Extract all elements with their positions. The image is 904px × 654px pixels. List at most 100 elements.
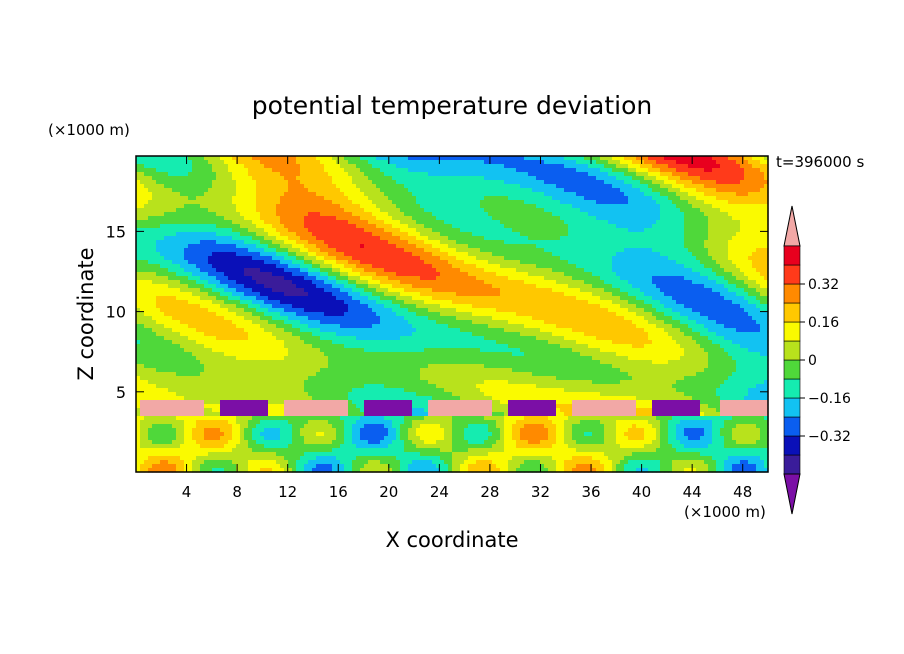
heatmap-cell (284, 260, 289, 265)
heatmap-cell (644, 192, 649, 197)
heatmap-cell (496, 280, 501, 285)
heatmap-cell (572, 164, 577, 169)
heatmap-cell (760, 220, 765, 225)
heatmap-cell (140, 264, 145, 269)
heatmap-cell (300, 216, 305, 221)
heatmap-cell (660, 248, 665, 253)
heatmap-cell (752, 240, 757, 245)
heatmap-cell (604, 188, 609, 193)
heatmap-cell (288, 192, 293, 197)
heatmap-cell (372, 196, 377, 201)
heatmap-cell (172, 272, 177, 277)
heatmap-cell (280, 188, 285, 193)
heatmap-cell (428, 176, 433, 181)
heatmap-cell (492, 164, 497, 169)
heatmap-cell (376, 176, 381, 181)
heatmap-cell (680, 220, 685, 225)
heatmap-cell (212, 200, 217, 205)
heatmap-cell (412, 228, 417, 233)
heatmap-cell (480, 280, 485, 285)
heatmap-cell (432, 272, 437, 277)
heatmap-cell (536, 204, 541, 209)
heatmap-cell (176, 228, 181, 233)
heatmap-cell (452, 200, 457, 205)
heatmap-cell (608, 260, 613, 265)
heatmap-cell (352, 212, 357, 217)
heatmap-cell (600, 224, 605, 229)
heatmap-cell (644, 180, 649, 185)
heatmap-cell (164, 228, 169, 233)
heatmap-cell (412, 248, 417, 253)
heatmap-cell (536, 232, 541, 237)
heatmap-cell (380, 228, 385, 233)
heatmap-cell (580, 180, 585, 185)
heatmap-cell (184, 232, 189, 237)
heatmap-cell (512, 224, 517, 229)
heatmap-cell (240, 280, 245, 285)
heatmap-cell (224, 212, 229, 217)
heatmap-cell (412, 168, 417, 173)
heatmap-cell (228, 172, 233, 177)
heatmap-cell (212, 216, 217, 221)
heatmap-cell (152, 236, 157, 241)
heatmap-cell (136, 156, 141, 161)
heatmap-cell (332, 192, 337, 197)
heatmap-cell (424, 184, 429, 189)
heatmap-cell (572, 160, 577, 165)
heatmap-cell (416, 188, 421, 193)
heatmap-cell (152, 204, 157, 209)
heatmap-cell (244, 184, 249, 189)
heatmap-cell (724, 180, 729, 185)
heatmap-cell (708, 216, 713, 221)
heatmap-cell (476, 228, 481, 233)
heatmap-cell (472, 188, 477, 193)
heatmap-cell (716, 176, 721, 181)
heatmap-cell (384, 156, 389, 161)
heatmap-cell (752, 260, 757, 265)
heatmap-cell (756, 208, 761, 213)
heatmap-cell (592, 216, 597, 221)
heatmap-cell (744, 232, 749, 237)
heatmap-cell (460, 192, 465, 197)
heatmap-cell (568, 208, 573, 213)
heatmap-cell (520, 156, 525, 161)
heatmap-cell (464, 232, 469, 237)
heatmap-cell (352, 172, 357, 177)
heatmap-cell (444, 264, 449, 269)
heatmap-cell (648, 244, 653, 249)
heatmap-cell (468, 168, 473, 173)
heatmap-cell (456, 172, 461, 177)
heatmap-cell (764, 164, 769, 169)
heatmap-cell (680, 212, 685, 217)
heatmap-cell (220, 196, 225, 201)
heatmap-cell (412, 240, 417, 245)
heatmap-cell (424, 172, 429, 177)
heatmap-cell (428, 276, 433, 281)
heatmap-cell (288, 264, 293, 269)
heatmap-cell (504, 180, 509, 185)
heatmap-cell (176, 184, 181, 189)
heatmap-cell (296, 216, 301, 221)
heatmap-cell (748, 204, 753, 209)
heatmap-cell (708, 244, 713, 249)
heatmap-cell (164, 236, 169, 241)
heatmap-cell (388, 172, 393, 177)
heatmap-cell (312, 208, 317, 213)
heatmap-cell (424, 228, 429, 233)
heatmap-cell (496, 272, 501, 277)
heatmap-cell (464, 220, 469, 225)
heatmap-cell (724, 188, 729, 193)
heatmap-cell (688, 184, 693, 189)
heatmap-cell (708, 192, 713, 197)
heatmap-cell (636, 196, 641, 201)
heatmap-cell (436, 180, 441, 185)
heatmap-cell (424, 204, 429, 209)
heatmap-cell (404, 188, 409, 193)
heatmap-cell (712, 184, 717, 189)
heatmap-cell (152, 156, 157, 161)
heatmap-cell (704, 256, 709, 261)
heatmap-cell (264, 232, 269, 237)
heatmap-cell (320, 212, 325, 217)
heatmap-cell (472, 160, 477, 165)
heatmap-cell (220, 212, 225, 217)
